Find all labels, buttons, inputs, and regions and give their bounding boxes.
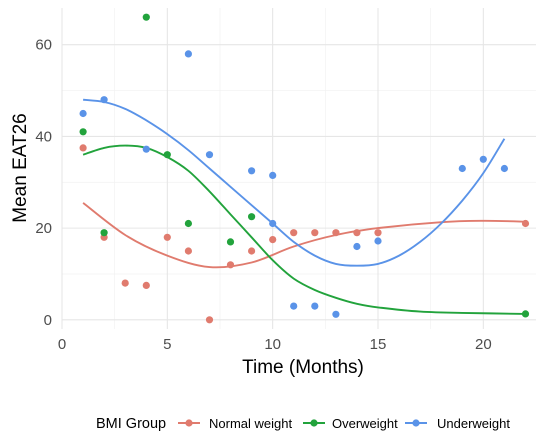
smooth-line-underweight	[82, 98, 506, 267]
plot-panel	[62, 8, 536, 329]
point-normal-weight	[184, 247, 192, 255]
x-tick-label: 10	[264, 336, 281, 353]
point-normal-weight	[121, 279, 129, 287]
y-tick-label: 20	[35, 220, 52, 237]
point-normal-weight	[248, 247, 256, 255]
point-overweight	[163, 151, 171, 159]
y-tick-label: 60	[35, 37, 52, 54]
y-tick-label: 40	[35, 128, 52, 145]
point-normal-weight	[79, 144, 87, 152]
point-normal-weight	[353, 229, 361, 237]
point-normal-weight	[205, 316, 214, 324]
x-tick-label: 5	[163, 336, 171, 353]
point-normal-weight	[521, 219, 530, 228]
grid	[61, 8, 536, 329]
point-overweight	[184, 219, 192, 228]
point-underweight	[479, 155, 487, 163]
point-underweight	[374, 237, 382, 245]
point-underweight	[353, 242, 361, 251]
legend-key-point-underweight	[412, 419, 420, 427]
point-overweight	[248, 213, 256, 221]
x-axis-ticks: 0 5 10 15 20	[58, 336, 492, 353]
x-axis-title: Time (Months)	[242, 357, 364, 378]
point-underweight	[332, 310, 340, 318]
legend-key-point-overweight	[310, 419, 318, 427]
point-underweight	[311, 302, 319, 310]
legend-item-normal-weight: Normal weight	[178, 416, 292, 431]
point-underweight	[269, 219, 277, 228]
point-overweight	[100, 229, 108, 237]
point-underweight	[500, 164, 508, 173]
point-underweight	[100, 96, 108, 104]
x-tick-label: 0	[58, 336, 66, 353]
data-points	[79, 13, 530, 324]
point-overweight	[226, 238, 235, 246]
point-underweight	[248, 167, 256, 175]
point-normal-weight	[142, 281, 150, 289]
y-axis-title: Mean EAT26	[10, 113, 31, 222]
point-normal-weight	[226, 261, 235, 269]
legend-key-point-normal-weight	[185, 419, 193, 427]
point-underweight	[205, 151, 214, 159]
point-normal-weight	[311, 229, 319, 237]
point-underweight	[269, 171, 277, 179]
point-normal-weight	[269, 236, 277, 244]
legend: BMI Group Normal weight Overweight Under…	[96, 416, 510, 432]
y-tick-label: 0	[44, 312, 52, 329]
point-normal-weight	[374, 229, 382, 237]
x-tick-label: 20	[475, 336, 492, 353]
point-underweight	[184, 50, 192, 58]
smooth-line-normal-weight	[82, 202, 526, 269]
point-overweight	[521, 310, 530, 318]
point-normal-weight	[163, 233, 171, 241]
point-normal-weight	[290, 229, 298, 237]
point-normal-weight	[332, 229, 340, 237]
legend-label-underweight: Underweight	[437, 416, 510, 431]
y-axis-ticks: 0 20 40 60	[35, 37, 52, 329]
point-underweight	[290, 302, 298, 310]
point-overweight	[142, 13, 150, 21]
legend-label-normal-weight: Normal weight	[209, 416, 292, 431]
x-tick-label: 15	[370, 336, 387, 353]
legend-title: BMI Group	[96, 416, 166, 432]
point-underweight	[458, 164, 466, 173]
legend-item-underweight: Underweight	[405, 416, 510, 431]
point-underweight	[142, 145, 150, 153]
point-overweight	[79, 128, 87, 136]
legend-label-overweight: Overweight	[332, 416, 398, 431]
legend-item-overweight: Overweight	[303, 416, 398, 431]
point-underweight	[79, 109, 87, 118]
